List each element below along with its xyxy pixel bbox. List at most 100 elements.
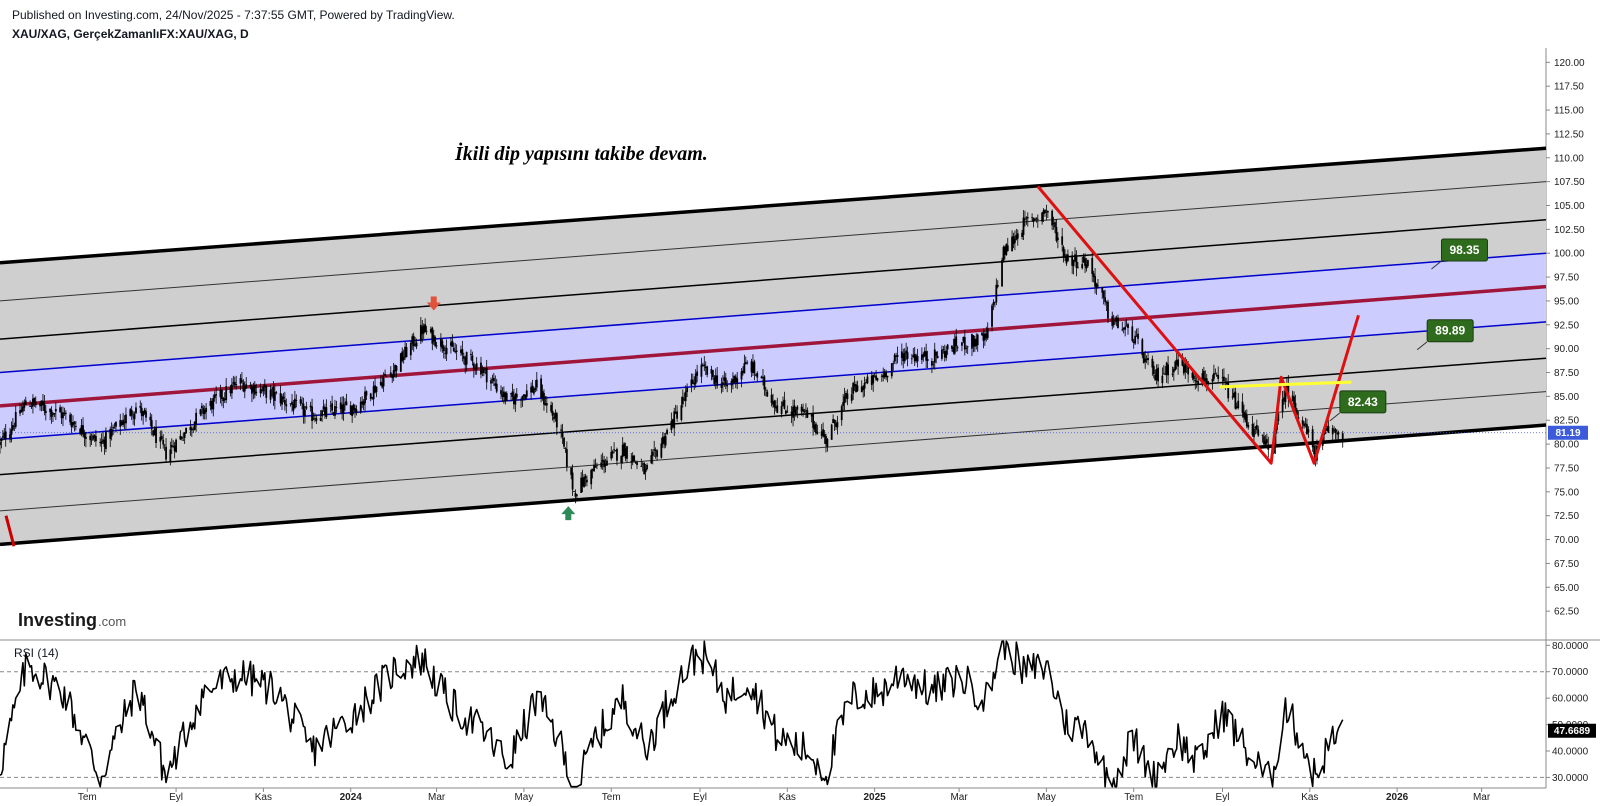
candle-body — [836, 422, 839, 428]
candle-body — [922, 354, 925, 358]
candle-body — [1111, 316, 1114, 326]
price-tick-label: 72.50 — [1554, 511, 1579, 522]
candle-body — [190, 428, 193, 431]
candle-body — [855, 384, 857, 393]
candle-body — [382, 378, 385, 387]
candle-body — [405, 347, 408, 358]
candle-body — [1165, 362, 1168, 376]
candle-body — [564, 447, 567, 449]
candle-body — [295, 400, 298, 401]
candle-body — [429, 329, 432, 333]
candle-body — [666, 429, 668, 434]
candle-body — [472, 363, 475, 370]
candle-body — [1021, 232, 1023, 237]
rsi-value-tag: 47.6689 — [1548, 723, 1596, 738]
time-axis: Tem Eyl Kas 2024 Mar May Tem Eyl Kas 2025 Mar May Te… — [78, 788, 1491, 803]
candle-body — [561, 431, 564, 437]
candle-body — [703, 364, 706, 367]
time-tick-label: Kas — [255, 792, 272, 803]
time-tick-label: Kas — [1301, 792, 1318, 803]
candle-body — [1217, 375, 1220, 379]
candle-body — [1087, 260, 1089, 266]
candle-body — [736, 378, 739, 384]
candle-body — [1001, 259, 1003, 287]
candle-body — [439, 338, 442, 347]
candle-body — [182, 439, 185, 441]
candle-body — [223, 398, 226, 401]
candle-body — [490, 380, 492, 384]
candle-body — [1, 436, 4, 438]
candle-body — [169, 449, 172, 462]
candle-body — [243, 386, 246, 392]
candle-body — [951, 345, 953, 349]
candle-body — [150, 420, 153, 430]
level-labels: 98.35 89.89 82.43 — [1329, 238, 1488, 422]
candle-body — [1223, 376, 1225, 381]
candle-body — [160, 436, 163, 440]
channel-bottom-line — [0, 423, 1547, 547]
candle-body — [229, 386, 232, 394]
candle-body — [584, 476, 587, 479]
candle-body — [780, 406, 783, 415]
candle-body — [193, 421, 196, 430]
candle-body — [902, 353, 905, 362]
candle-body — [823, 434, 826, 437]
time-tick-label: Tem — [78, 792, 97, 803]
candle-body — [1065, 255, 1068, 264]
candle-body — [581, 477, 584, 487]
candle-body — [314, 418, 316, 420]
candle-body — [11, 424, 14, 430]
candle-body — [862, 386, 865, 391]
candle-body — [172, 446, 175, 448]
candle-body — [103, 439, 106, 447]
candle-body — [623, 443, 626, 456]
channel-line-6 — [0, 391, 1547, 512]
candle-body — [1107, 301, 1109, 319]
candle-body — [494, 383, 497, 386]
candle-body — [843, 396, 846, 404]
candle-body — [1235, 406, 1238, 409]
candle-body — [1224, 381, 1227, 383]
candle-body — [19, 410, 21, 414]
time-tick-label: Kas — [779, 792, 796, 803]
candle-body — [975, 338, 978, 347]
candle-body — [626, 446, 628, 459]
candle-body — [63, 412, 66, 415]
candle-body — [1263, 436, 1265, 445]
rsi-tick-label: 70.0000 — [1552, 667, 1589, 678]
candle-body — [1233, 392, 1235, 398]
candle-body — [1042, 210, 1045, 215]
candle-body — [802, 409, 804, 411]
candle-body — [374, 385, 376, 393]
candle-body — [691, 379, 694, 384]
label-pointer — [1431, 260, 1442, 270]
candle-body — [733, 375, 736, 384]
candle-body — [1181, 358, 1184, 366]
candle-body — [1267, 444, 1270, 450]
candle-body — [676, 411, 678, 419]
candle-body — [631, 455, 634, 462]
candle-body — [454, 351, 457, 353]
candle-body — [574, 493, 577, 497]
candle-body — [1084, 258, 1086, 266]
time-tick-label: Tem — [1124, 792, 1143, 803]
candle-body — [321, 410, 323, 417]
candle-body — [753, 361, 756, 374]
level-label-text: 89.89 — [1435, 324, 1465, 338]
candle-body — [183, 432, 186, 438]
candle-body — [82, 425, 84, 435]
candle-body — [1064, 254, 1066, 256]
candle-body — [936, 355, 939, 359]
price-tick-label: 90.00 — [1554, 344, 1579, 355]
candle-body — [892, 363, 895, 365]
candle-body — [102, 439, 104, 442]
candle-body — [505, 393, 508, 402]
candle-body — [54, 408, 57, 412]
candle-body — [656, 450, 658, 457]
label-pointer — [1416, 341, 1428, 351]
candle-body — [1327, 425, 1330, 433]
candle-body — [1097, 285, 1099, 287]
candle-body — [575, 494, 578, 496]
candle-body — [359, 401, 362, 413]
rsi-value-text: 47.6689 — [1554, 726, 1591, 737]
